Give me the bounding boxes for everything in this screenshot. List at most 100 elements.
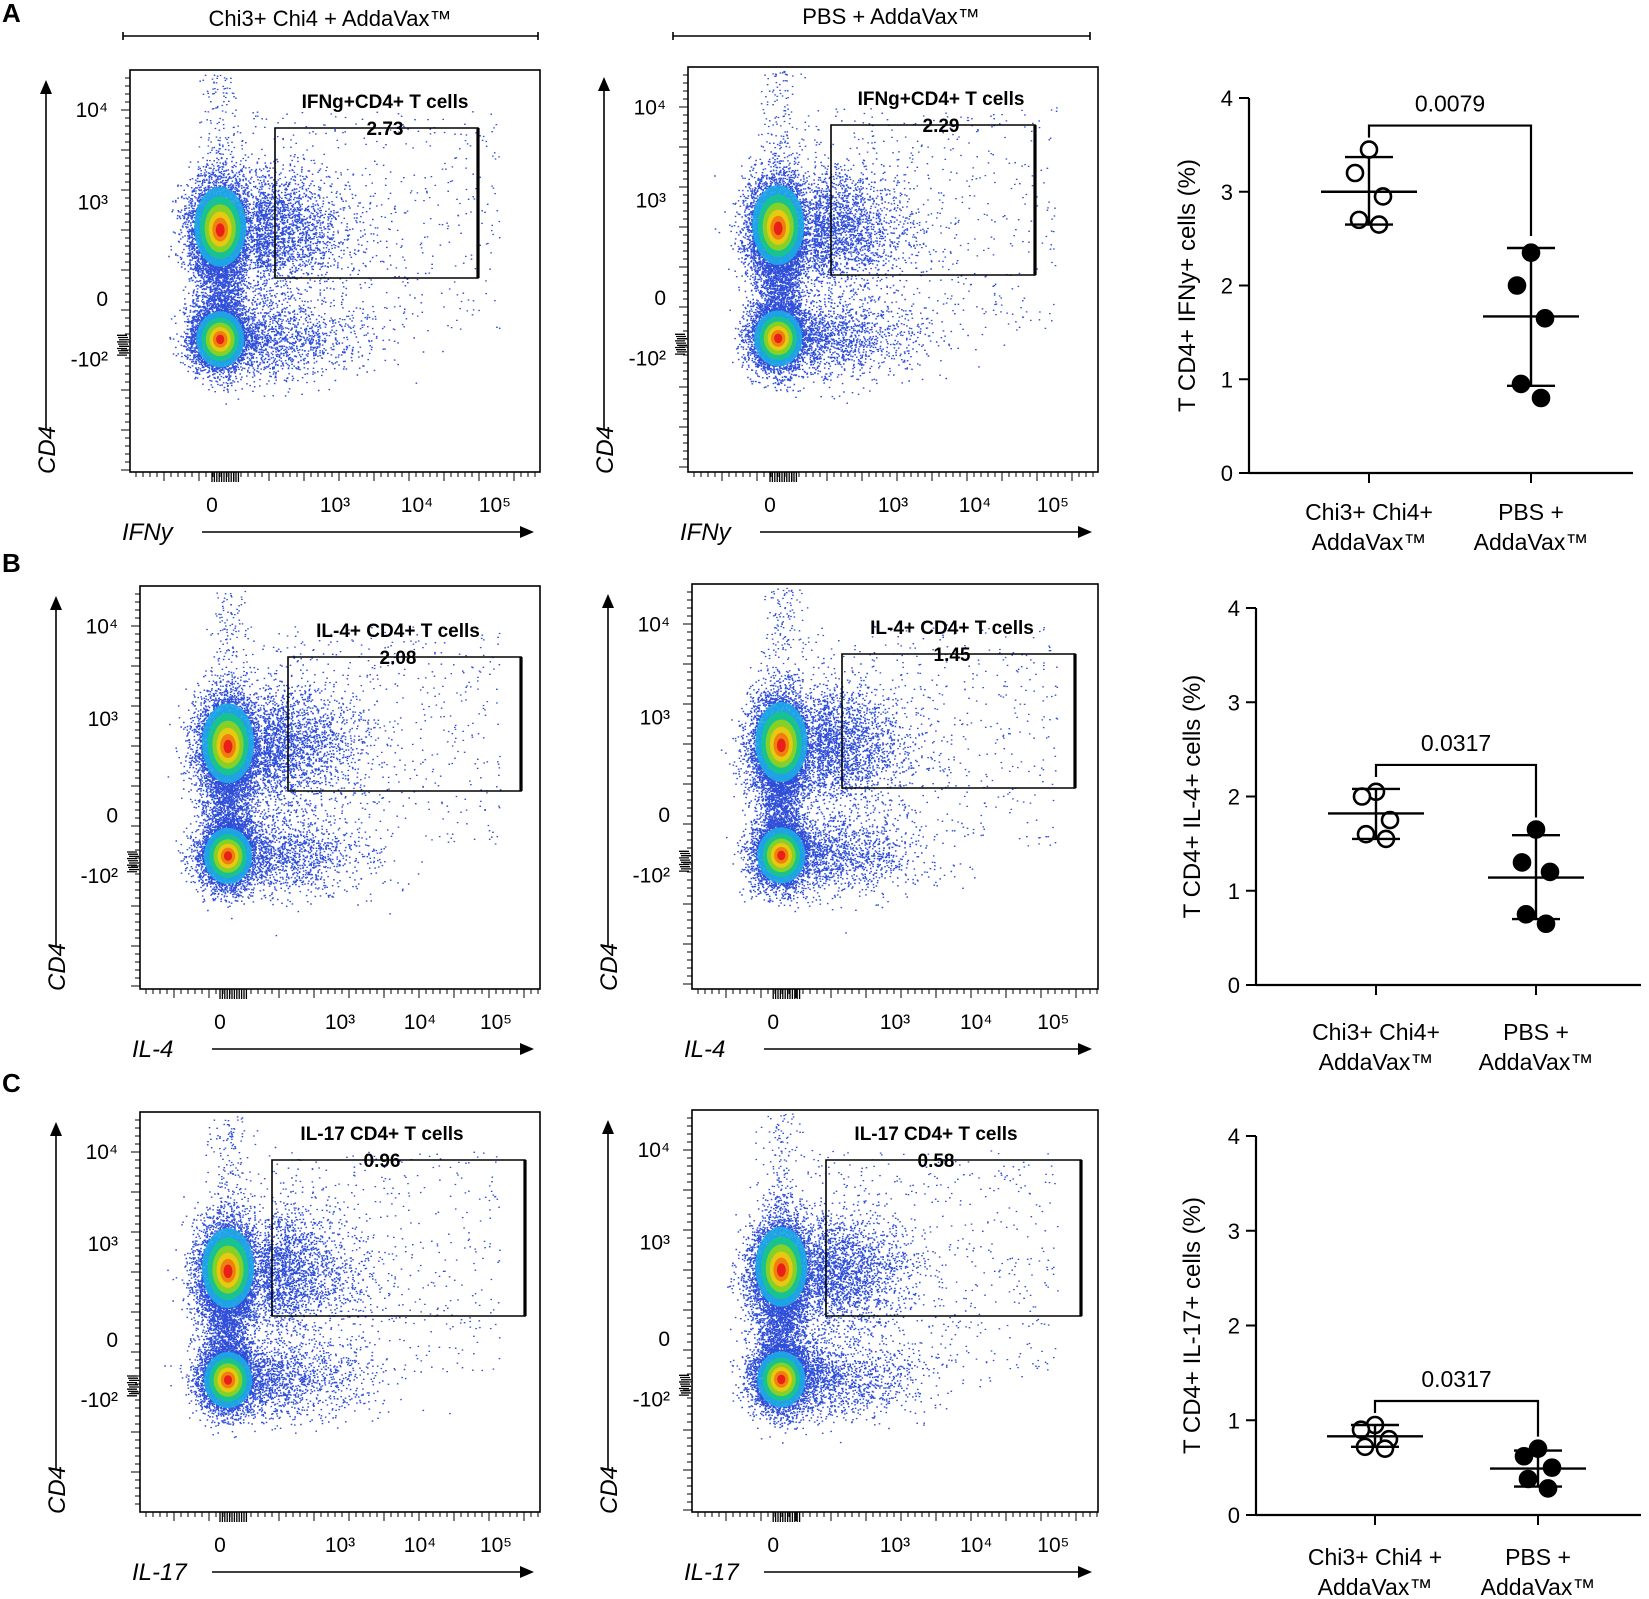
x-tick-label: 10⁴	[960, 1011, 992, 1034]
density-contour	[776, 1263, 786, 1277]
dot-plot-b: 0 1 2 3 4 T CD4+ IL-4+ cells (%) Chi3+ Chi4+ Ad…	[1179, 596, 1641, 1075]
y-tick-label: 0	[1228, 1503, 1240, 1528]
gate-label: IFNg+CD4+ T cells	[302, 92, 469, 113]
y-tick-label: -10²	[633, 865, 670, 888]
p-value-label: 0.0317	[1421, 1366, 1491, 1392]
x-tick-label: 10⁵	[479, 494, 511, 517]
y-tick-label: 2	[1221, 274, 1233, 299]
y-minor-ticks	[683, 591, 692, 985]
x-minor-ticks	[135, 472, 536, 481]
flow-plot-b-treated: 10⁴ 10³ 0 -10² 0 10³ 10⁴ 10⁵ CD4 IL-4 IL-4+ CD4+ T…	[44, 585, 541, 1063]
x-tick-label: 10³	[325, 1534, 355, 1557]
density-contour	[216, 334, 225, 345]
x-tick-label: 10⁴	[404, 1011, 436, 1034]
density-contour	[776, 738, 786, 753]
x-axis-arrowhead	[1078, 526, 1092, 538]
data-point	[1535, 309, 1555, 328]
x-zero-tick-cluster	[769, 472, 798, 482]
y-tick-label: 10⁴	[86, 1141, 118, 1164]
data-point	[1380, 810, 1400, 830]
column-header-right: PBS + AddaVax™	[672, 4, 1091, 40]
density-contour	[223, 1375, 233, 1385]
x-minor-ticks	[693, 472, 1094, 481]
y-tick-label: 10³	[636, 190, 666, 213]
density-contour	[223, 1264, 233, 1279]
x-tick-label: 10⁴	[404, 1534, 436, 1557]
column-header-left-bracket	[122, 32, 539, 40]
y-axis-label: CD4	[596, 943, 623, 991]
x-axis-label: IL-17	[684, 1559, 740, 1586]
y-tick-label: 3	[1228, 1219, 1240, 1244]
y-axis-label: CD4	[596, 1466, 623, 1514]
y-axis-arrowhead	[50, 1122, 62, 1136]
p-value-label: 0.0317	[1421, 730, 1491, 756]
gate-label: IL-4+ CD4+ T cells	[870, 618, 1034, 639]
event-outliers	[203, 590, 502, 849]
category-label: AddaVax™	[1312, 529, 1427, 555]
y-zero-tick-cluster	[679, 850, 691, 872]
y-tick-label: 1	[1228, 879, 1240, 904]
y-tick-label: 3	[1221, 180, 1233, 205]
category-label: AddaVax™	[1319, 1049, 1434, 1075]
y-axis-arrowhead	[50, 596, 62, 610]
y-tick-label: 0	[658, 1328, 670, 1351]
panel-letter-a: A	[2, 0, 21, 28]
y-zero-tick-cluster	[675, 333, 687, 355]
y-axis-arrowhead	[602, 1120, 614, 1134]
x-tick-label: 0	[767, 1534, 779, 1557]
category-label: PBS +	[1505, 1544, 1571, 1570]
category-label: AddaVax™	[1318, 1574, 1433, 1599]
x-tick-label: 10⁵	[1037, 1011, 1069, 1034]
y-tick-label: -10²	[81, 865, 118, 888]
plot-frame	[691, 1109, 1099, 1513]
density-contour	[773, 221, 783, 236]
y-axis-label: CD4	[44, 943, 71, 991]
y-tick-label: -10²	[81, 1389, 118, 1412]
gate-label: IFNg+CD4+ T cells	[858, 89, 1025, 110]
x-axis-arrowhead	[520, 526, 534, 538]
density-contour	[223, 739, 233, 754]
category-label: AddaVax™	[1481, 1574, 1596, 1599]
data-point	[1375, 1439, 1395, 1458]
flow-plot-c-pbs: 10⁴ 10³ 0 -10² 0 10³ 10⁴ 10⁵ CD4 IL-17 IL-17 CD4+ …	[596, 1109, 1099, 1586]
data-point	[1538, 1479, 1558, 1498]
density-contour	[215, 223, 225, 237]
gate-percent: 0.58	[918, 1151, 955, 1172]
y-axis-arrowhead	[40, 80, 52, 94]
x-zero-tick-cluster	[219, 989, 248, 999]
x-tick-label: 0	[214, 1011, 226, 1034]
x-tick-label: 0	[767, 1011, 779, 1034]
density-contour	[223, 851, 233, 861]
y-tick-label: 10⁴	[634, 97, 666, 120]
x-minor-ticks	[697, 1512, 1098, 1521]
y-tick-label: 10⁴	[638, 1139, 670, 1162]
column-header-left-label: Chi3+ Chi4 + AddaVax™	[209, 6, 452, 31]
flow-plot-a-treated: 10⁴ 10³ 0 -10² 0 10³ 10⁴ 10⁵ CD4 IFNy IFNg+CD4+ T …	[34, 69, 541, 546]
gate-percent: 2.29	[923, 116, 960, 137]
dot-plot-c: 0 1 2 3 4 T CD4+ IL-17+ cells (%) Chi3+ Chi4 +…	[1179, 1124, 1641, 1599]
y-tick-label: -10²	[71, 348, 108, 371]
y-tick-label: 0	[654, 287, 666, 310]
y-tick-label: 10³	[78, 192, 108, 215]
gate-percent: 0.96	[364, 1151, 401, 1172]
x-tick-label: 0	[206, 494, 218, 517]
y-zero-tick-cluster	[127, 1375, 139, 1397]
y-axis-label: CD4	[592, 426, 619, 474]
y-tick-label: 10³	[640, 707, 670, 730]
panel-letter-c: C	[2, 1068, 21, 1098]
event-outliers	[200, 1116, 501, 1373]
x-tick-label: 10³	[325, 1011, 355, 1034]
data-point	[1540, 862, 1560, 882]
x-zero-tick-cluster	[219, 1512, 248, 1522]
y-tick-label: 10⁴	[86, 615, 118, 638]
x-tick-label: 10⁴	[401, 494, 433, 517]
y-tick-label: 10⁴	[76, 99, 108, 122]
density-contour	[777, 1374, 786, 1385]
category-label: AddaVax™	[1479, 1049, 1594, 1075]
x-minor-ticks	[145, 1512, 539, 1521]
flow-plot-b-pbs: 10⁴ 10³ 0 -10² 0 10³ 10⁴ 10⁵ CD4 IL-4 IL-4+ CD4+ T…	[596, 583, 1099, 1063]
x-tick-label: 10⁵	[480, 1534, 512, 1557]
x-axis-arrowhead	[1078, 1043, 1092, 1055]
gate-percent: 2.08	[380, 648, 417, 669]
x-axis-label: IFNy	[122, 519, 175, 546]
